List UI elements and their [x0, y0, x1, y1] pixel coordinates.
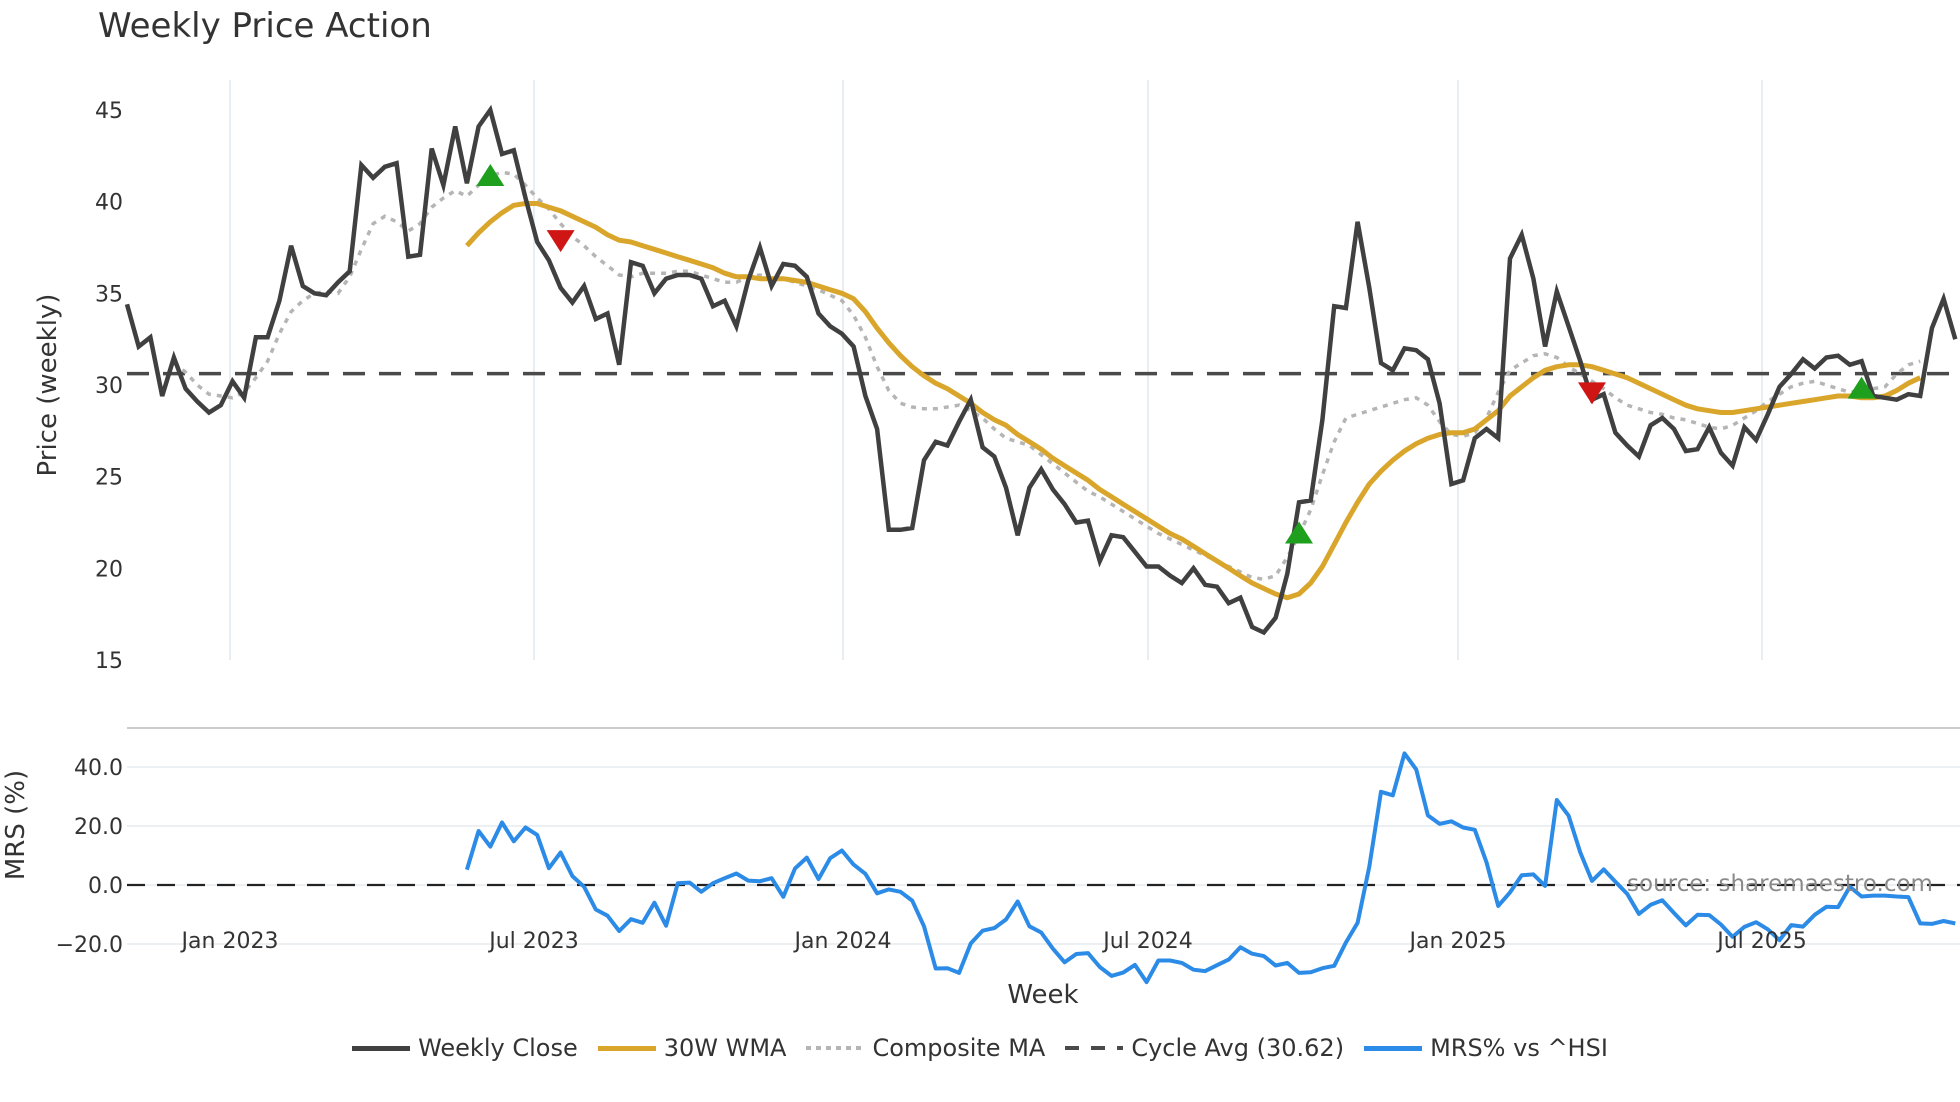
chart-title: Weekly Price Action	[98, 6, 432, 46]
mrs-y-tick: 40.0	[74, 756, 123, 781]
legend-item[interactable]: MRS% vs ^HSI	[1364, 1034, 1608, 1062]
x-tick: Jul 2023	[487, 929, 579, 954]
price-y-axis: 15 20 25 30 35 40 45	[95, 99, 123, 674]
x-tick: Jul 2025	[1715, 929, 1807, 954]
price-y-tick: 20	[95, 557, 123, 582]
wma-line	[465, 201, 1922, 601]
price-y-tick: 45	[95, 99, 123, 124]
wma-swatch-icon	[597, 1045, 656, 1051]
sell-signal-icon	[1578, 382, 1606, 405]
price-y-tick: 35	[95, 282, 123, 307]
x-axis-title: Week	[1007, 980, 1078, 1010]
price-y-tick: 30	[95, 374, 123, 399]
mrs-y-tick: −20.0	[56, 933, 123, 958]
buy-signal-icon	[476, 164, 505, 186]
mrs-y-axis-title: MRS (%)	[1, 770, 31, 880]
legend: Weekly Close 30W WMA Composite MA Cycle Avg…	[0, 1034, 1960, 1062]
x-axis: Jan 2023 Jul 2023 Jan 2024 Jul 2024 Jan 2025…	[180, 929, 1807, 954]
x-tick: Jul 2024	[1101, 929, 1193, 954]
legend-label: Cycle Avg (30.62)	[1131, 1034, 1345, 1062]
price-y-axis-title: Price (weekly)	[33, 294, 63, 477]
x-tick: Jan 2023	[180, 929, 279, 954]
legend-item[interactable]: Composite MA	[806, 1034, 1045, 1062]
price-y-tick: 25	[95, 466, 123, 491]
source-watermark: source: sharemaestro.com	[1627, 871, 1933, 897]
legend-item[interactable]: Cycle Avg (30.62)	[1065, 1034, 1344, 1062]
buy-signal-icon	[1285, 521, 1313, 544]
legend-label: Composite MA	[872, 1034, 1046, 1062]
mrs-swatch-icon	[1364, 1045, 1423, 1051]
buy-signal-icon	[1847, 376, 1876, 399]
composite-swatch-icon	[806, 1046, 865, 1050]
cycle-swatch-icon	[1065, 1046, 1124, 1050]
legend-item[interactable]: 30W WMA	[597, 1034, 787, 1062]
mrs-y-tick: 0.0	[88, 874, 123, 899]
weekly-close-line	[124, 104, 1958, 636]
price-y-tick: 40	[95, 191, 123, 216]
legend-item[interactable]: Weekly Close	[352, 1034, 578, 1062]
signal-markers	[476, 164, 1876, 544]
legend-label: Weekly Close	[418, 1034, 578, 1062]
mrs-line	[464, 751, 1956, 985]
x-tick: Jan 2024	[793, 929, 892, 954]
chart-canvas: 15 20 25 30 35 40 45 Price (weekly) −20.0 0.0 20…	[1, 80, 1960, 1010]
price-lines	[124, 104, 1960, 636]
x-tick: Jan 2025	[1408, 929, 1507, 954]
mrs-y-axis: −20.0 0.0 20.0 40.0	[56, 756, 123, 958]
composite-ma-line	[172, 170, 1921, 582]
legend-label: MRS% vs ^HSI	[1430, 1034, 1608, 1062]
mrs-y-tick: 20.0	[74, 815, 123, 840]
mrs-lines	[127, 751, 1960, 985]
sell-signal-icon	[546, 230, 575, 253]
legend-label: 30W WMA	[663, 1034, 787, 1062]
weekly-close-swatch-icon	[352, 1045, 411, 1051]
price-y-tick: 15	[95, 649, 123, 674]
